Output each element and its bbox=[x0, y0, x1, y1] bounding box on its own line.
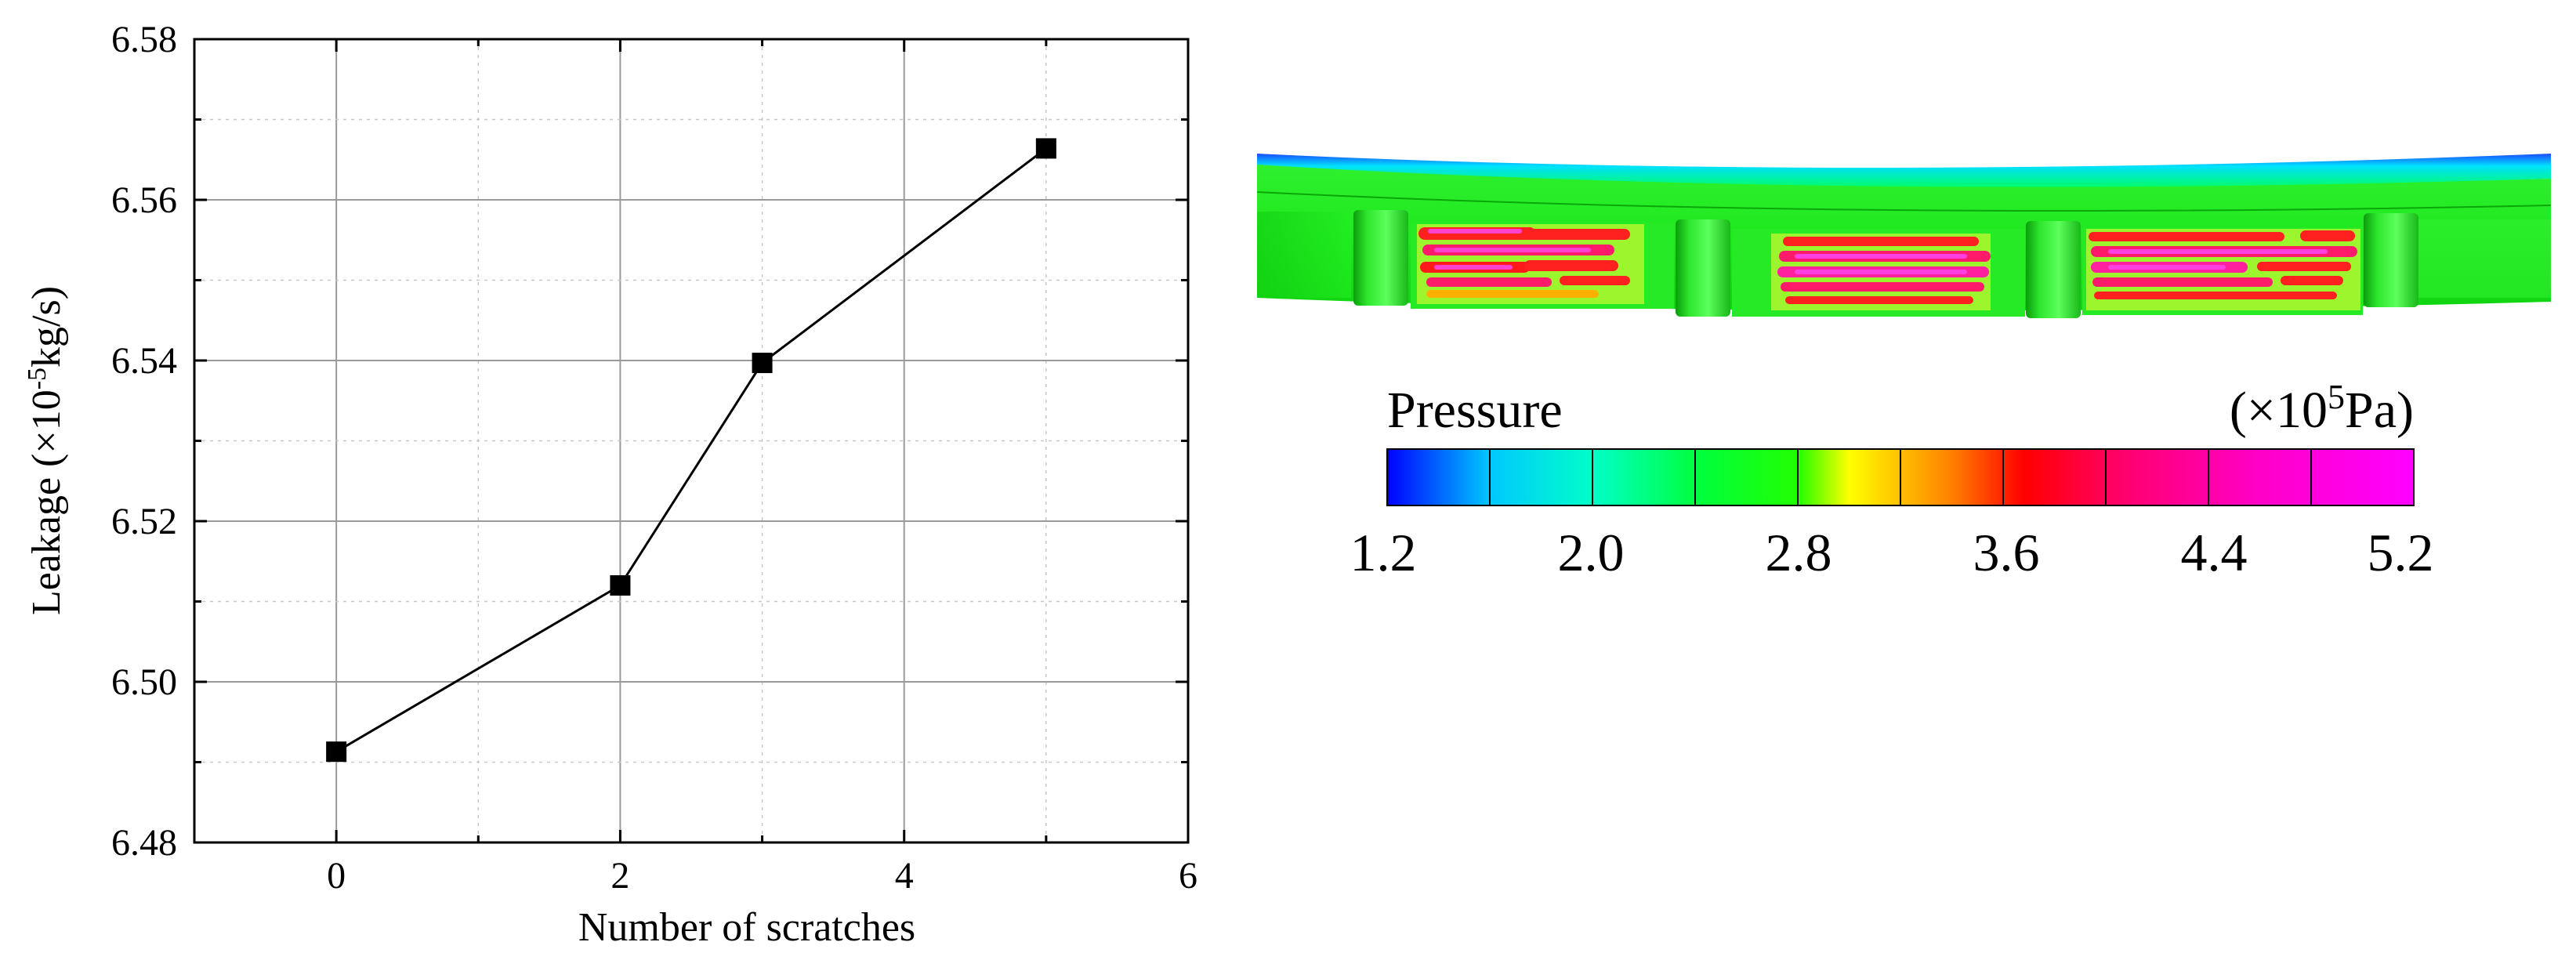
colorbar-tick-label: 1.2 bbox=[1350, 523, 1417, 582]
scratch-pocket-3 bbox=[2082, 227, 2363, 315]
ring-left-end bbox=[1257, 212, 1351, 298]
pressure-contour-render: Pressure (×105Pa) 1.2 2.0 2.8 3.6 4.4 5.2 bbox=[1256, 154, 2552, 582]
x-tick-label: 4 bbox=[895, 855, 914, 897]
colorbar-tick-label: 3.6 bbox=[1973, 523, 2040, 582]
scratch-pocket-2 bbox=[1732, 229, 2025, 317]
x-tick-label: 6 bbox=[1179, 855, 1197, 897]
data-point bbox=[1035, 138, 1056, 159]
colorbar-dividers bbox=[1489, 449, 2312, 505]
post-2 bbox=[1676, 219, 1730, 317]
legend-unit: (×105Pa) bbox=[2230, 378, 2414, 439]
colorbar-tick-label: 2.0 bbox=[1558, 523, 1625, 582]
post-1 bbox=[1353, 210, 1408, 306]
y-tick-label: 6.56 bbox=[111, 179, 177, 221]
colorbar-tick-labels: 1.2 2.0 2.8 3.6 4.4 5.2 bbox=[1350, 523, 2434, 582]
colorbar-tick-label: 2.8 bbox=[1766, 523, 1832, 582]
data-point bbox=[610, 575, 631, 596]
legend-title: Pressure bbox=[1387, 382, 1563, 439]
y-tick-label: 6.52 bbox=[111, 501, 177, 542]
y-axis-title: Leakage (×10-5kg/s) bbox=[23, 286, 69, 615]
x-tick-label: 0 bbox=[327, 855, 346, 897]
y-tick-label: 6.58 bbox=[111, 19, 177, 60]
x-axis-title: Number of scratches bbox=[578, 905, 915, 950]
colorbar-tick-label: 4.4 bbox=[2181, 523, 2248, 582]
colorbar-tick-label: 5.2 bbox=[2368, 523, 2434, 582]
axis-ticks bbox=[193, 38, 1190, 844]
ring-right-end bbox=[2414, 219, 2551, 298]
x-tick-labels: 0 2 4 6 bbox=[327, 855, 1197, 897]
post-3 bbox=[2026, 221, 2081, 318]
series-line bbox=[335, 147, 1047, 753]
x-tick-label: 2 bbox=[610, 855, 629, 897]
series-markers bbox=[326, 138, 1056, 763]
scratch-pocket-1 bbox=[1411, 223, 1674, 309]
y-tick-label: 6.54 bbox=[111, 340, 177, 382]
post-4 bbox=[2364, 213, 2418, 307]
y-tick-label: 6.48 bbox=[111, 822, 177, 864]
leakage-line-chart: 6.48 6.50 6.52 6.54 6.56 6.58 0 2 4 6 Number of … bbox=[23, 19, 1197, 950]
grid-lines bbox=[194, 39, 1188, 842]
data-point bbox=[752, 353, 773, 374]
y-tick-label: 6.50 bbox=[111, 661, 177, 703]
data-point bbox=[326, 741, 347, 763]
y-tick-labels: 6.48 6.50 6.52 6.54 6.56 6.58 bbox=[111, 19, 177, 864]
